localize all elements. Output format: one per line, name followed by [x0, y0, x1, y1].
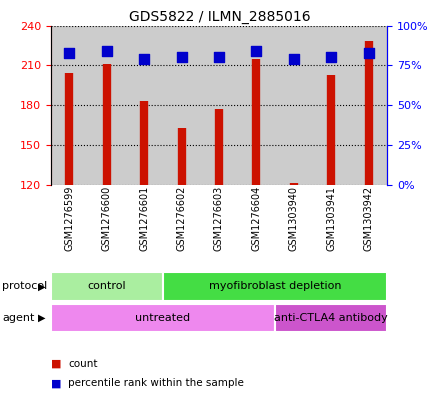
Text: count: count	[68, 358, 98, 369]
Point	[103, 48, 110, 54]
Point	[178, 54, 185, 61]
Text: myofibroblast depletion: myofibroblast depletion	[209, 281, 341, 292]
Bar	[275, 304, 387, 332]
Point	[365, 50, 372, 56]
Text: protocol: protocol	[2, 281, 48, 292]
Bar	[51, 272, 163, 301]
Point	[66, 50, 73, 56]
Bar	[163, 272, 387, 301]
Text: ▶: ▶	[38, 281, 46, 292]
Point	[327, 54, 335, 61]
Text: anti-CTLA4 antibody: anti-CTLA4 antibody	[274, 313, 388, 323]
Text: GDS5822 / ILMN_2885016: GDS5822 / ILMN_2885016	[129, 10, 311, 24]
Text: percentile rank within the sample: percentile rank within the sample	[68, 378, 244, 388]
Bar	[51, 304, 275, 332]
Point	[141, 56, 148, 62]
Point	[290, 56, 297, 62]
Point	[216, 54, 223, 61]
Text: agent: agent	[2, 313, 35, 323]
Text: ■: ■	[51, 358, 61, 369]
Text: untreated: untreated	[135, 313, 191, 323]
Text: ■: ■	[51, 378, 61, 388]
Text: ▶: ▶	[38, 313, 46, 323]
Point	[253, 48, 260, 54]
Text: control: control	[88, 281, 126, 292]
